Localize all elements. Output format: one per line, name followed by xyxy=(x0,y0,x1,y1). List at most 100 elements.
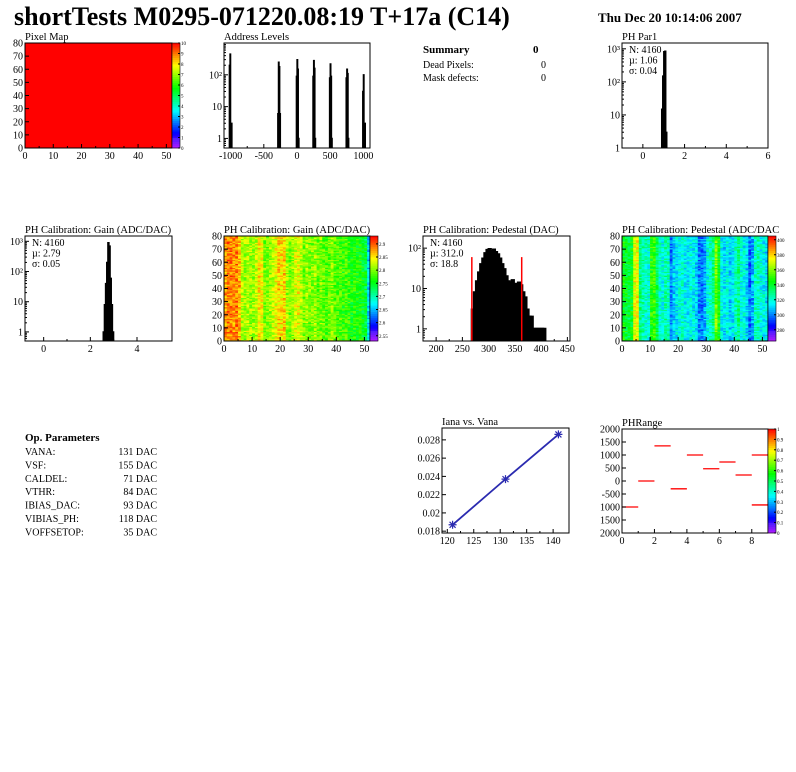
heatmap-cell xyxy=(294,264,298,267)
heatmap-cell xyxy=(288,330,292,333)
heatmap-cell xyxy=(361,236,365,238)
heatmap-cell xyxy=(285,272,289,275)
heatmap-cell xyxy=(339,320,343,322)
heatmap-cell xyxy=(313,250,317,253)
heatmap-cell xyxy=(297,274,301,276)
heatmap-cell xyxy=(302,257,306,259)
heatmap-cell xyxy=(330,251,334,254)
heatmap-cell xyxy=(291,278,295,280)
heatmap-cell xyxy=(319,270,323,272)
heatmap-cell xyxy=(229,274,233,276)
heatmap-cell xyxy=(364,338,368,340)
heatmap-cell xyxy=(268,330,273,333)
heatmap-cell xyxy=(305,337,309,339)
heatmap-cell xyxy=(313,318,317,321)
heatmap-cell xyxy=(305,239,309,242)
heatmap-cell xyxy=(322,321,326,323)
heatmap-cell xyxy=(254,251,258,254)
heatmap-cell xyxy=(268,297,273,300)
heatmap-cell xyxy=(327,301,331,304)
heatmap-cell xyxy=(322,299,326,301)
heatmap-cell xyxy=(347,245,351,247)
heatmap-cell xyxy=(350,239,354,242)
heatmap-cell xyxy=(277,331,281,334)
heatmap-cell xyxy=(268,322,273,325)
heatmap-cell xyxy=(339,309,343,312)
heatmap-cell xyxy=(341,320,346,322)
heatmap-cell xyxy=(294,274,298,276)
heatmap-cell xyxy=(319,325,323,327)
heatmap-cell xyxy=(257,254,261,256)
heatmap-cell xyxy=(347,296,351,298)
heatmap-cell xyxy=(364,283,368,285)
heatmap-cell xyxy=(364,241,368,243)
heatmap-cell xyxy=(232,236,236,238)
heatmap-cell xyxy=(353,254,357,256)
heatmap-cell xyxy=(282,320,287,322)
heatmap-cell xyxy=(268,255,273,258)
heatmap-cell xyxy=(249,330,253,333)
heatmap-cell xyxy=(288,316,292,318)
heatmap-cell xyxy=(240,271,244,274)
heatmap-cell xyxy=(305,263,309,266)
heatmap-cell xyxy=(280,300,284,302)
heatmap-cell xyxy=(339,263,343,266)
heatmap-cell xyxy=(268,320,273,322)
heatmap-cell xyxy=(311,312,315,314)
heatmap-cell xyxy=(297,323,301,326)
heatmap-cell xyxy=(327,253,331,255)
heatmap-cell xyxy=(355,272,360,275)
heatmap-cell xyxy=(232,338,236,340)
heatmap-cell xyxy=(291,247,295,250)
heatmap-cell xyxy=(336,304,340,306)
heatmap-cell xyxy=(302,316,306,318)
heatmap-cell xyxy=(274,321,278,323)
heatmap-cell xyxy=(333,299,337,301)
heatmap-cell xyxy=(232,316,236,318)
heatmap-cell xyxy=(243,337,247,339)
heatmap-cell xyxy=(254,274,258,276)
heatmap-cell xyxy=(224,317,228,319)
heatmap-cell xyxy=(257,300,261,302)
heatmap-cell xyxy=(344,300,348,302)
heatmap-cell xyxy=(305,326,309,329)
heatmap-cell xyxy=(266,279,270,281)
heatmap-cell xyxy=(341,247,346,250)
heatmap-cell xyxy=(285,284,289,287)
heatmap-cell xyxy=(355,293,360,296)
heatmap-cell xyxy=(224,238,228,241)
heatmap-cell xyxy=(243,285,247,288)
heatmap-cell xyxy=(224,339,228,342)
heatmap-cell xyxy=(268,241,273,243)
heatmap-cell xyxy=(226,276,230,279)
heatmap-cell xyxy=(308,295,312,297)
heatmap-cell xyxy=(325,241,329,243)
heatmap-cell xyxy=(341,306,346,309)
heatmap-cell xyxy=(266,297,270,300)
heatmap-cell xyxy=(274,258,278,260)
heatmap-cell xyxy=(364,304,368,306)
heatmap-cell xyxy=(327,308,331,310)
heatmap-cell xyxy=(297,322,301,325)
heatmap-cell xyxy=(297,247,301,250)
heatmap-cell xyxy=(257,251,261,254)
heatmap-cell xyxy=(347,314,351,317)
heatmap-cell xyxy=(232,266,236,268)
heatmap-cell xyxy=(299,323,303,326)
heatmap-cell xyxy=(341,264,346,267)
heatmap-cell xyxy=(313,260,317,263)
heatmap-cell xyxy=(364,247,368,250)
heatmap-cell xyxy=(268,284,273,287)
heatmap-cell xyxy=(282,266,287,268)
heatmap-cell xyxy=(364,313,368,316)
heatmap-cell xyxy=(364,237,368,239)
heatmap-cell xyxy=(313,253,317,255)
heatmap-cell xyxy=(235,270,239,272)
heatmap-cell xyxy=(344,283,348,285)
heatmap-cell xyxy=(333,317,337,319)
heatmap-cell xyxy=(353,279,357,281)
heatmap-cell xyxy=(246,329,250,331)
heatmap-cell xyxy=(308,314,312,317)
heatmap-cell xyxy=(249,278,253,280)
heatmap-cell xyxy=(249,275,253,277)
